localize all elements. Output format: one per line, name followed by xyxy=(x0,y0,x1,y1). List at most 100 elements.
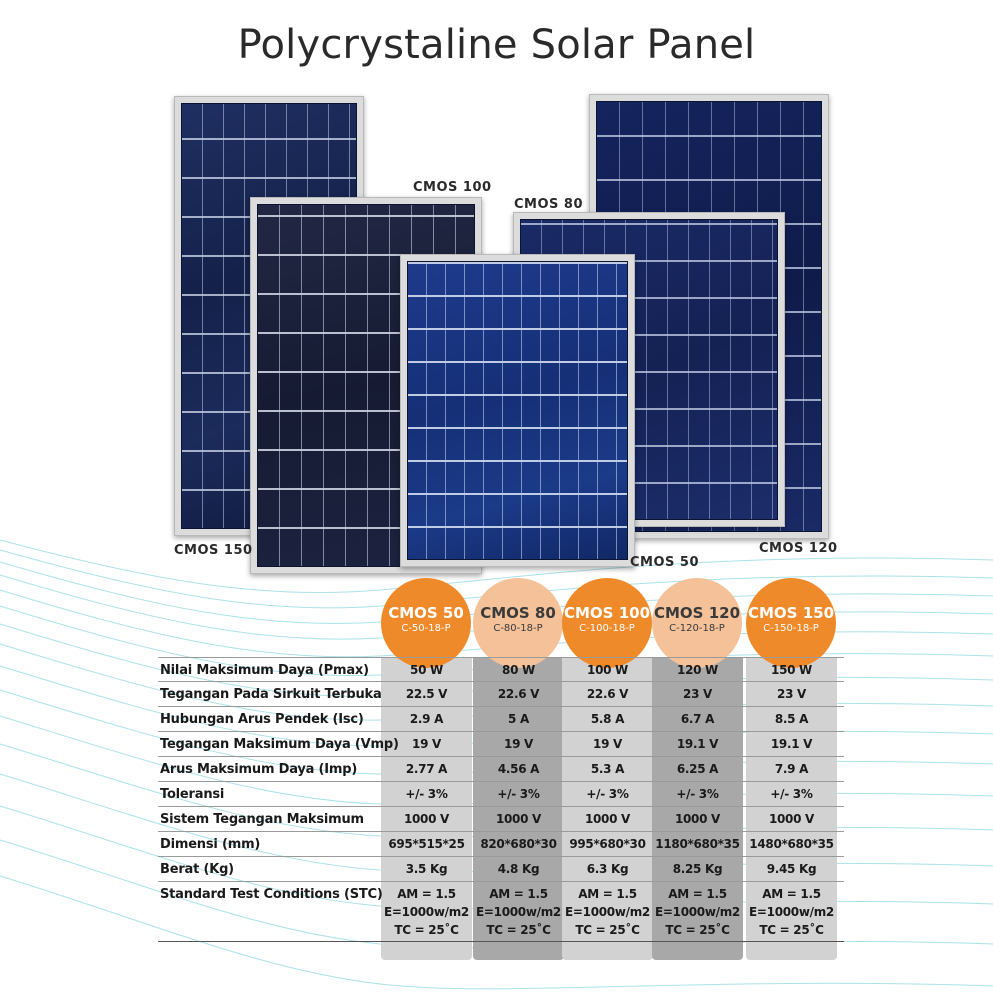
stc-am: AM = 1.5 xyxy=(668,887,727,901)
table-cell: 150 W xyxy=(771,663,812,677)
row-label: Tegangan Pada Sirkuit Terbuka xyxy=(160,687,382,702)
row-label: Arus Maksimum Daya (Imp) xyxy=(160,762,358,777)
model-code: C-150-18-P xyxy=(763,623,819,634)
page-title: Polycrystaline Solar Panel xyxy=(237,22,756,68)
row-label: Hubungan Arus Pendek (Isc) xyxy=(160,712,364,727)
model-badge-cmos80: CMOS 80 C-80-18-P xyxy=(473,578,563,668)
table-cell: +/- 3% xyxy=(405,787,448,801)
stc-e: E=1000w/m2 xyxy=(565,905,650,919)
panel-label-cmos120: CMOS 120 xyxy=(759,541,838,556)
table-cell: 6.3 Kg xyxy=(586,862,629,876)
table-cell: 22.6 V xyxy=(497,687,540,701)
table-cell: 1000 V xyxy=(403,812,450,826)
column-bg-cmos80 xyxy=(473,657,564,960)
column-bg-cmos120 xyxy=(652,657,743,960)
table-cell: 19.1 V xyxy=(770,737,813,751)
table-cell: 1000 V xyxy=(674,812,721,826)
panel-label-cmos100: CMOS 100 xyxy=(413,180,492,195)
stc-e: E=1000w/m2 xyxy=(749,905,834,919)
model-code: C-80-18-P xyxy=(493,623,543,634)
table-cell: 8.5 A xyxy=(774,712,809,726)
table-cell: 1480*680*35 xyxy=(749,837,834,851)
table-row-stc: Standard Test Conditions (STC) AM = 1.5 E… xyxy=(158,882,844,942)
stc-tc: TC = 25˚C xyxy=(486,923,551,937)
table-cell: 3.5 Kg xyxy=(405,862,448,876)
stc-e: E=1000w/m2 xyxy=(384,905,469,919)
model-name: CMOS 80 xyxy=(480,604,556,622)
row-label: Dimensi (mm) xyxy=(160,837,261,852)
table-cell: 8.25 Kg xyxy=(672,862,723,876)
row-label: Standard Test Conditions (STC) xyxy=(160,887,383,902)
table-cell: +/- 3% xyxy=(586,787,629,801)
stc-tc: TC = 25˚C xyxy=(759,923,824,937)
table-cell: 7.9 A xyxy=(774,762,809,776)
table-cell: 50 W xyxy=(410,663,443,677)
stc-e: E=1000w/m2 xyxy=(655,905,740,919)
row-label: Nilai Maksimum Daya (Pmax) xyxy=(160,663,369,678)
table-cell: +/- 3% xyxy=(770,787,813,801)
stc-tc: TC = 25˚C xyxy=(575,923,640,937)
table-row: Toleransi +/- 3% +/- 3% +/- 3% +/- 3% +/… xyxy=(158,782,844,807)
table-cell: 1000 V xyxy=(584,812,631,826)
row-label: Toleransi xyxy=(160,787,225,802)
table-cell: 9.45 Kg xyxy=(766,862,817,876)
table-cell: 4.56 A xyxy=(497,762,540,776)
column-bg-cmos50 xyxy=(381,657,472,960)
row-label: Sistem Tegangan Maksimum xyxy=(160,812,364,827)
panel-label-cmos80: CMOS 80 xyxy=(514,197,584,212)
table-cell: 23 V xyxy=(683,687,712,701)
table-row: Berat (Kg) 3.5 Kg 4.8 Kg 6.3 Kg 8.25 Kg … xyxy=(158,857,844,882)
table-cell: 1000 V xyxy=(495,812,542,826)
table-row: Dimensi (mm) 695*515*25 820*680*30 995*6… xyxy=(158,832,844,857)
model-name: CMOS 120 xyxy=(653,604,741,622)
stc-cell: AM = 1.5 E=1000w/m2 TC = 25˚C xyxy=(652,885,743,939)
table-cell: 19 V xyxy=(593,737,622,751)
table-cell: 6.25 A xyxy=(676,762,719,776)
table-cell: 100 W xyxy=(587,663,628,677)
table-row: Hubungan Arus Pendek (Isc) 2.9 A 5 A 5.8… xyxy=(158,707,844,732)
model-name: CMOS 100 xyxy=(563,604,651,622)
table-row: Tegangan Maksimum Daya (Vmp) 19 V 19 V 1… xyxy=(158,732,844,757)
table-cell: +/- 3% xyxy=(497,787,540,801)
table-cell: 5.3 A xyxy=(590,762,625,776)
table-cell: 1180*680*35 xyxy=(655,837,740,851)
stc-cell: AM = 1.5 E=1000w/m2 TC = 25˚C xyxy=(746,885,837,939)
stc-e: E=1000w/m2 xyxy=(476,905,561,919)
stc-am: AM = 1.5 xyxy=(397,887,456,901)
model-name: CMOS 50 xyxy=(388,604,464,622)
table-cell: 19.1 V xyxy=(676,737,719,751)
spec-table: Nilai Maksimum Daya (Pmax) 50 W 80 W 100… xyxy=(158,657,844,942)
table-row: Nilai Maksimum Daya (Pmax) 50 W 80 W 100… xyxy=(158,657,844,682)
row-label: Berat (Kg) xyxy=(160,862,234,877)
panel-image-cmos50 xyxy=(400,254,635,567)
model-badge-cmos100: CMOS 100 C-100-18-P xyxy=(562,578,652,668)
stc-cell: AM = 1.5 E=1000w/m2 TC = 25˚C xyxy=(473,885,564,939)
stc-tc: TC = 25˚C xyxy=(665,923,730,937)
table-cell: 5.8 A xyxy=(590,712,625,726)
column-bg-cmos100 xyxy=(562,657,653,960)
panel-label-cmos50: CMOS 50 xyxy=(630,555,700,570)
table-cell: 820*680*30 xyxy=(480,837,557,851)
model-code: C-120-18-P xyxy=(669,623,725,634)
model-code: C-50-18-P xyxy=(401,623,451,634)
row-label: Tegangan Maksimum Daya (Vmp) xyxy=(160,737,399,752)
model-badge-cmos120: CMOS 120 C-120-18-P xyxy=(652,578,742,668)
table-cell: 22.5 V xyxy=(405,687,448,701)
table-cell: 995*680*30 xyxy=(569,837,646,851)
stc-am: AM = 1.5 xyxy=(762,887,821,901)
table-cell: 120 W xyxy=(677,663,718,677)
stc-am: AM = 1.5 xyxy=(489,887,548,901)
table-cell: +/- 3% xyxy=(676,787,719,801)
table-cell: 6.7 A xyxy=(680,712,715,726)
table-cell: 19 V xyxy=(504,737,533,751)
table-row: Arus Maksimum Daya (Imp) 2.77 A 4.56 A 5… xyxy=(158,757,844,782)
model-code: C-100-18-P xyxy=(579,623,635,634)
table-cell: 5 A xyxy=(508,712,529,726)
stc-cell: AM = 1.5 E=1000w/m2 TC = 25˚C xyxy=(562,885,653,939)
table-cell: 4.8 Kg xyxy=(497,862,540,876)
table-cell: 1000 V xyxy=(768,812,815,826)
column-bg-cmos150 xyxy=(746,657,837,960)
table-cell: 80 W xyxy=(502,663,535,677)
stc-tc: TC = 25˚C xyxy=(394,923,459,937)
stc-am: AM = 1.5 xyxy=(578,887,637,901)
